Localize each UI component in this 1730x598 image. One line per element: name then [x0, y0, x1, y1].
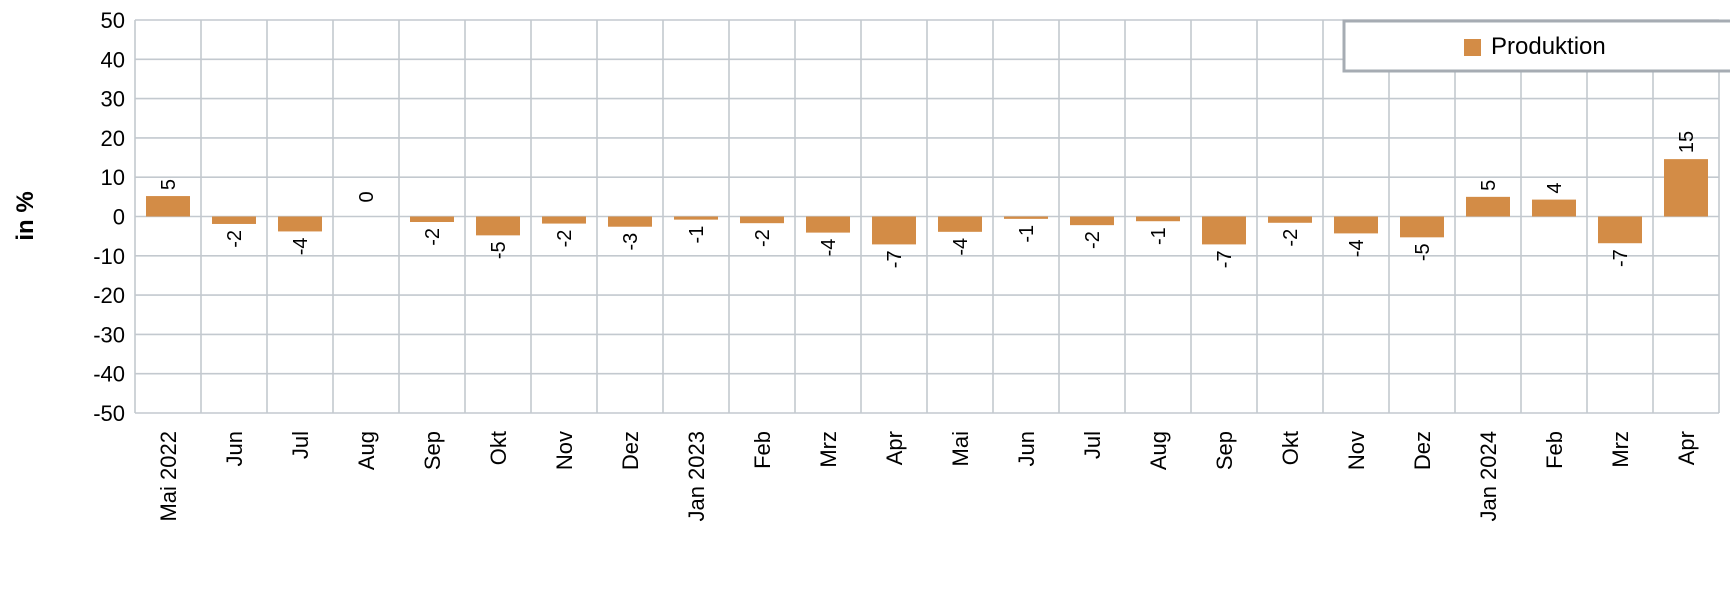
bar [278, 216, 322, 232]
bar [476, 216, 520, 236]
y-tick-label: 30 [101, 87, 125, 112]
y-axis-ticks: 50 40 30 20 10 0 -10 -20 -30 -40 -50 [93, 8, 125, 426]
bar [1466, 196, 1510, 217]
y-tick-label: -50 [93, 401, 125, 426]
data-label: -5 [488, 241, 510, 259]
data-label: -5 [1412, 243, 1434, 261]
data-label: -2 [224, 230, 246, 248]
data-label: -7 [884, 250, 906, 268]
x-tick-label: Sep [420, 431, 445, 470]
data-label: -2 [1280, 229, 1302, 247]
data-label: -4 [290, 237, 312, 255]
x-tick-label: Mrz [1608, 431, 1633, 468]
y-axis-label: in % [12, 191, 39, 240]
y-tick-label: -30 [93, 322, 125, 347]
data-label: 5 [158, 179, 180, 190]
bar [542, 216, 586, 224]
data-label: -4 [818, 239, 840, 257]
bar [1664, 159, 1708, 217]
bar [410, 216, 454, 223]
x-tick-label: Jan 2023 [684, 431, 709, 522]
x-tick-label: Mai [948, 431, 973, 466]
x-tick-label: Jun [222, 431, 247, 466]
data-label: -2 [1082, 231, 1104, 249]
x-tick-label: Apr [882, 431, 907, 465]
y-tick-label: 0 [113, 205, 125, 230]
data-label: -7 [1214, 250, 1236, 268]
bar [1070, 216, 1114, 226]
bar [740, 216, 784, 224]
x-tick-label: Jul [1080, 431, 1105, 459]
bar [1532, 199, 1576, 217]
x-tick-label: Feb [750, 431, 775, 469]
y-tick-label: 20 [101, 126, 125, 151]
data-label: 15 [1676, 131, 1698, 153]
bars [146, 159, 1708, 245]
y-tick-label: 40 [101, 47, 125, 72]
bar [1202, 216, 1246, 245]
data-label: -1 [1016, 225, 1038, 243]
data-labels: 5 -2 -4 0 -2 -5 -2 -3 -1 -2 -4 -7 -4 -1 -2 -1 -7 -2 -4 -5 5 4… [158, 131, 1698, 268]
y-tick-label: 10 [101, 165, 125, 190]
data-label: -3 [620, 233, 642, 251]
legend-swatch [1464, 39, 1481, 56]
bar [212, 216, 256, 224]
x-tick-label: Nov [552, 431, 577, 470]
legend: Produktion [1342, 19, 1730, 73]
bar [1400, 216, 1444, 238]
data-label: -1 [1148, 227, 1170, 245]
data-label: 0 [356, 191, 378, 202]
data-label: -4 [950, 238, 972, 256]
grid [134, 19, 1720, 414]
x-tick-label: Jul [288, 431, 313, 459]
data-label: 4 [1544, 182, 1566, 193]
data-label: -2 [554, 230, 576, 248]
x-tick-label: Okt [486, 431, 511, 465]
x-tick-label: Mrz [816, 431, 841, 468]
y-tick-label: -10 [93, 244, 125, 269]
data-label: 5 [1478, 180, 1500, 191]
data-label: -2 [422, 228, 444, 246]
x-axis-ticks: Mai 2022 Jun Jul Aug Sep Okt Nov Dez Jan 2023 Feb… [156, 431, 1699, 522]
y-tick-label: -20 [93, 283, 125, 308]
x-tick-label: Apr [1674, 431, 1699, 465]
data-label: -1 [686, 226, 708, 244]
bar [1334, 216, 1378, 234]
y-tick-label: 50 [101, 8, 125, 33]
bar [146, 196, 190, 217]
bar [1598, 216, 1642, 244]
x-tick-label: Nov [1344, 431, 1369, 470]
bar [608, 216, 652, 227]
x-tick-label: Aug [354, 431, 379, 470]
bar [1136, 216, 1180, 222]
y-tick-label: -40 [93, 362, 125, 387]
data-label: -4 [1346, 239, 1368, 257]
x-tick-label: Okt [1278, 431, 1303, 465]
data-label: -2 [752, 229, 774, 247]
bar [938, 216, 982, 232]
bar [872, 216, 916, 245]
x-tick-label: Aug [1146, 431, 1171, 470]
legend-label: Produktion [1491, 33, 1606, 60]
bar [674, 216, 718, 220]
bar [1004, 216, 1048, 219]
x-tick-label: Jun [1014, 431, 1039, 466]
legend-box [1342, 19, 1730, 73]
x-tick-label: Mai 2022 [156, 431, 181, 522]
bar [1268, 216, 1312, 223]
x-tick-label: Dez [618, 431, 643, 470]
x-tick-label: Jan 2024 [1476, 431, 1501, 522]
x-tick-label: Dez [1410, 431, 1435, 470]
x-tick-label: Sep [1212, 431, 1237, 470]
x-tick-label: Feb [1542, 431, 1567, 469]
bar [806, 216, 850, 233]
data-label: -7 [1610, 249, 1632, 267]
